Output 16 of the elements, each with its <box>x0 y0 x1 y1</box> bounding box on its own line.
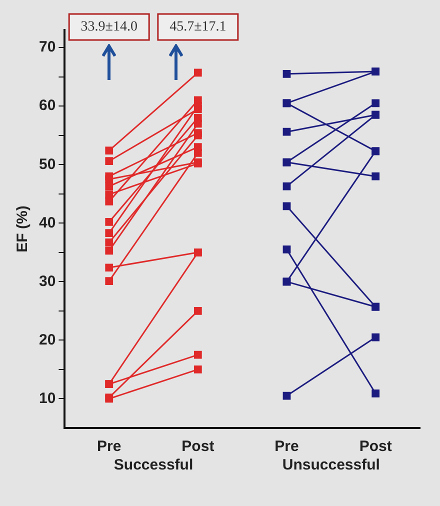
y-tick-label: 70 <box>38 38 56 56</box>
y-tick-label: 10 <box>38 390 56 407</box>
text: Successful <box>114 456 194 474</box>
x-tick-label: Pre <box>97 438 122 456</box>
y-tick-label: 20 <box>38 331 56 348</box>
y-tick-label: 50 <box>38 156 56 173</box>
y-tick-label: 30 <box>38 272 56 290</box>
annotation: 33.9±14.0 <box>80 20 138 35</box>
y-tick-label: 40 <box>38 214 56 232</box>
x-tick-label: Pre <box>274 438 299 456</box>
x-tick-label: Post <box>182 438 214 456</box>
x-tick-label: Post <box>359 438 392 456</box>
y-axis-title: EF (%) <box>14 206 32 252</box>
annotation: 45.7±17.1 <box>170 20 226 35</box>
y-tick-label: 60 <box>38 97 56 114</box>
text: Unsuccessful <box>282 456 380 474</box>
